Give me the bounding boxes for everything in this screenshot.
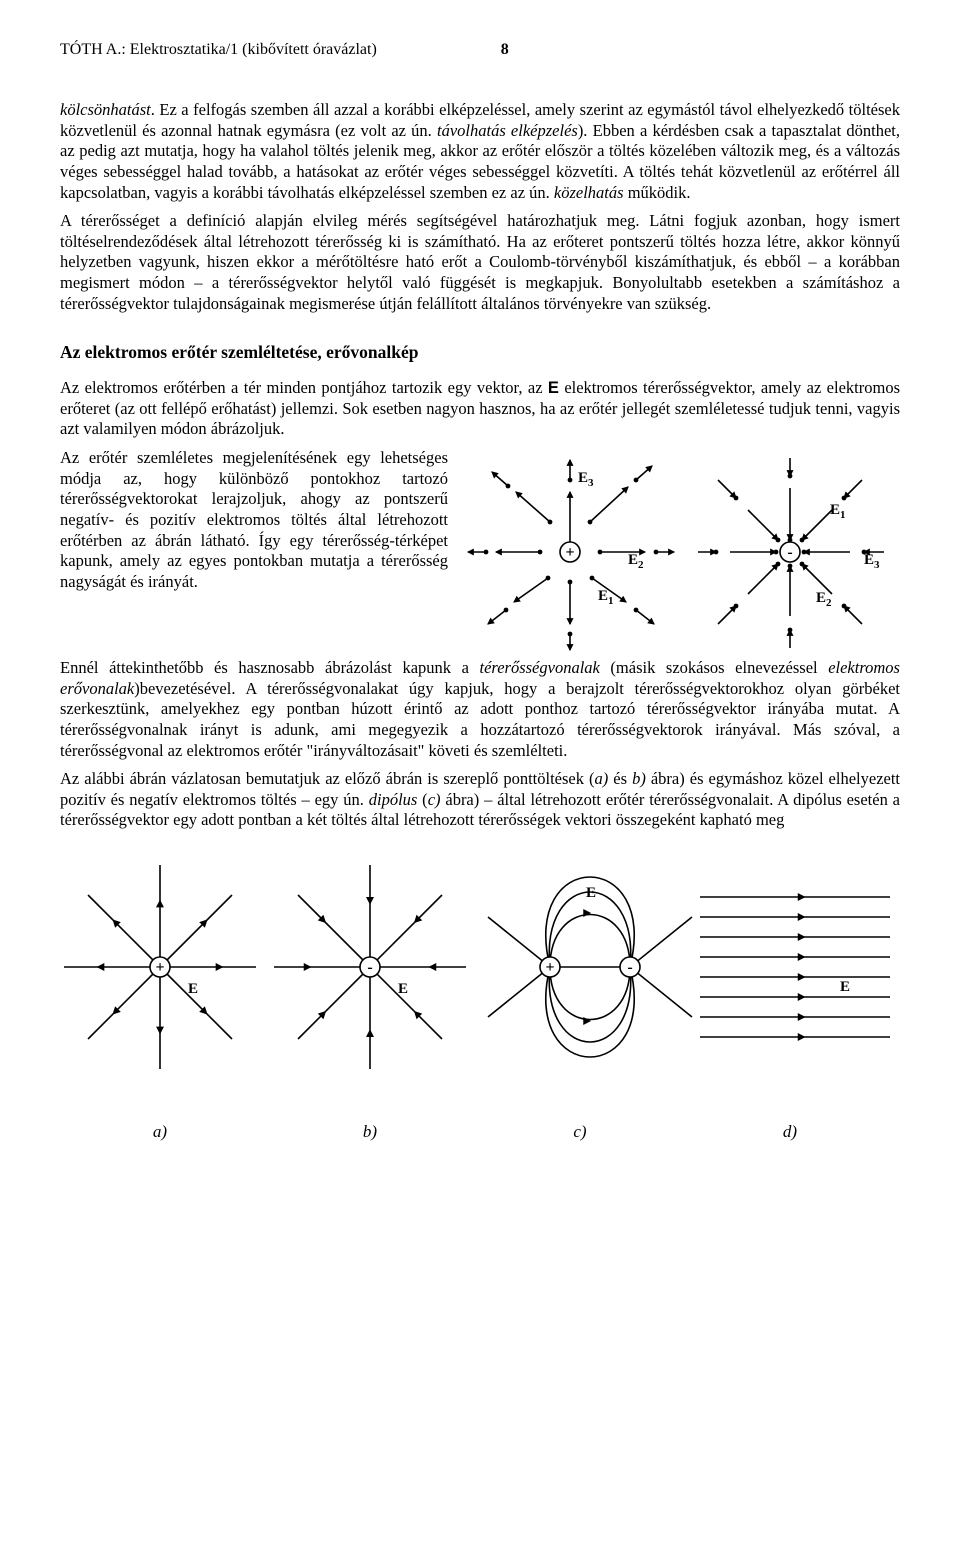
figure-field-vectors: +E1E2E3-E1E2E3 <box>460 452 900 652</box>
text: távolhatás elképzelés <box>437 121 578 140</box>
text: a) <box>595 769 609 788</box>
paragraph-6: Az alábbi ábrán vázlatosan bemutatjuk az… <box>60 769 900 831</box>
svg-text:d): d) <box>783 1122 798 1141</box>
text: )bevezetésével. A térerősségvonalakat úg… <box>60 679 900 760</box>
svg-text:3: 3 <box>588 477 594 489</box>
field-vectors-svg: +E1E2E3-E1E2E3 <box>460 452 900 652</box>
svg-text:b): b) <box>363 1122 378 1141</box>
svg-text:+: + <box>545 959 554 976</box>
svg-text:+: + <box>565 544 574 561</box>
text: térerősségvonalak <box>480 658 600 677</box>
section-heading: Az elektromos erőtér szemléltetése, erőv… <box>60 342 900 364</box>
svg-text:+: + <box>155 959 164 976</box>
svg-text:1: 1 <box>840 509 846 521</box>
text: Ennél áttekinthetőbb és hasznosabb ábráz… <box>60 658 480 677</box>
svg-text:E: E <box>586 885 596 901</box>
text: közelhatás <box>554 183 624 202</box>
text: kölcsönhatást <box>60 100 151 119</box>
svg-text:E: E <box>578 470 588 486</box>
svg-text:-: - <box>787 544 792 561</box>
svg-text:E: E <box>398 981 408 997</box>
text: Az alábbi ábrán vázlatosan bemutatjuk az… <box>60 769 595 788</box>
header-page-number: 8 <box>501 41 509 58</box>
svg-text:E: E <box>188 981 198 997</box>
vector-E-symbol: E <box>548 379 559 397</box>
text: (másik szokásos elnevezéssel <box>600 658 828 677</box>
text: c) <box>428 790 441 809</box>
svg-text:E: E <box>628 552 638 568</box>
paragraph-5: Ennél áttekinthetőbb és hasznosabb ábráz… <box>60 658 900 761</box>
page-header: TÓTH A.: Elektrosztatika/1 (kibővített ó… <box>60 40 900 60</box>
svg-text:-: - <box>367 959 372 976</box>
svg-text:1: 1 <box>608 595 614 607</box>
text: dipólus <box>369 790 418 809</box>
svg-text:E: E <box>598 588 608 604</box>
svg-text:E: E <box>816 590 826 606</box>
text: Az elektromos erőtérben a tér minden pon… <box>60 378 548 397</box>
svg-text:3: 3 <box>874 559 880 571</box>
header-title: TÓTH A.: Elektrosztatika/1 (kibővített ó… <box>60 41 377 58</box>
svg-text:c): c) <box>573 1122 587 1141</box>
svg-text:2: 2 <box>826 597 832 609</box>
figure-field-lines: + E - E + - E Ea) b) c) d) <box>60 857 900 1147</box>
svg-text:2: 2 <box>638 559 644 571</box>
paragraph-3: Az elektromos erőtérben a tér minden pon… <box>60 378 900 440</box>
svg-text:E: E <box>864 552 874 568</box>
field-lines-svg: + E - E + - E Ea) b) c) d) <box>60 857 900 1147</box>
text: ( <box>417 790 427 809</box>
text: és <box>608 769 632 788</box>
svg-text:a): a) <box>153 1122 168 1141</box>
paragraph-2: A térerősséget a definíció alapján elvil… <box>60 211 900 314</box>
svg-text:-: - <box>627 959 632 976</box>
svg-text:E: E <box>830 502 840 518</box>
svg-text:E: E <box>840 979 850 995</box>
text: b) <box>632 769 646 788</box>
paragraph-1: kölcsönhatást. Ez a felfogás szemben áll… <box>60 100 900 203</box>
text: működik. <box>624 183 691 202</box>
